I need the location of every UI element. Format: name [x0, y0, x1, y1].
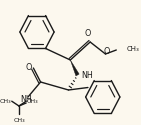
Text: NH: NH	[81, 72, 93, 80]
Text: CH₃: CH₃	[27, 99, 38, 104]
Text: CH₃: CH₃	[127, 46, 140, 52]
Polygon shape	[70, 60, 79, 76]
Text: CH₃: CH₃	[0, 99, 11, 104]
Text: NH: NH	[20, 96, 32, 104]
Text: O: O	[103, 46, 110, 56]
Text: CH₃: CH₃	[13, 118, 25, 123]
Text: O: O	[26, 62, 32, 72]
Text: O: O	[84, 30, 91, 38]
